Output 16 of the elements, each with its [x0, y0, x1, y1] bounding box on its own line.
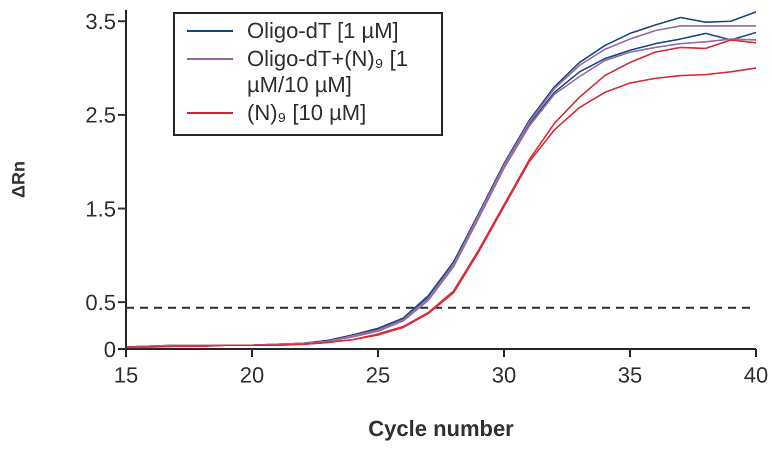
y-tick-label: 3.5 — [85, 9, 116, 34]
y-tick-label: 0.5 — [85, 290, 116, 315]
y-tick-label: 0 — [104, 336, 116, 362]
y-tick-label: 2.5 — [85, 102, 116, 128]
y-axis-title: ΔRn — [8, 161, 28, 198]
legend-label: Oligo-dT [1 µM] — [247, 18, 400, 44]
x-tick-label: 25 — [366, 362, 390, 388]
legend-label: Oligo-dT+(N)₉ [1 µM/10 µM] — [247, 46, 409, 98]
x-tick-label: 30 — [492, 362, 516, 388]
x-tick-label: 20 — [240, 362, 264, 388]
x-tick-label: 40 — [744, 362, 768, 388]
x-tick-label: 35 — [618, 362, 642, 388]
y-tick-label: 1.5 — [85, 196, 116, 222]
legend-label: (N)₉ [10 µM] — [247, 100, 368, 126]
x-axis-title: Cycle number — [368, 416, 514, 441]
x-tick-label: 15 — [114, 362, 138, 388]
